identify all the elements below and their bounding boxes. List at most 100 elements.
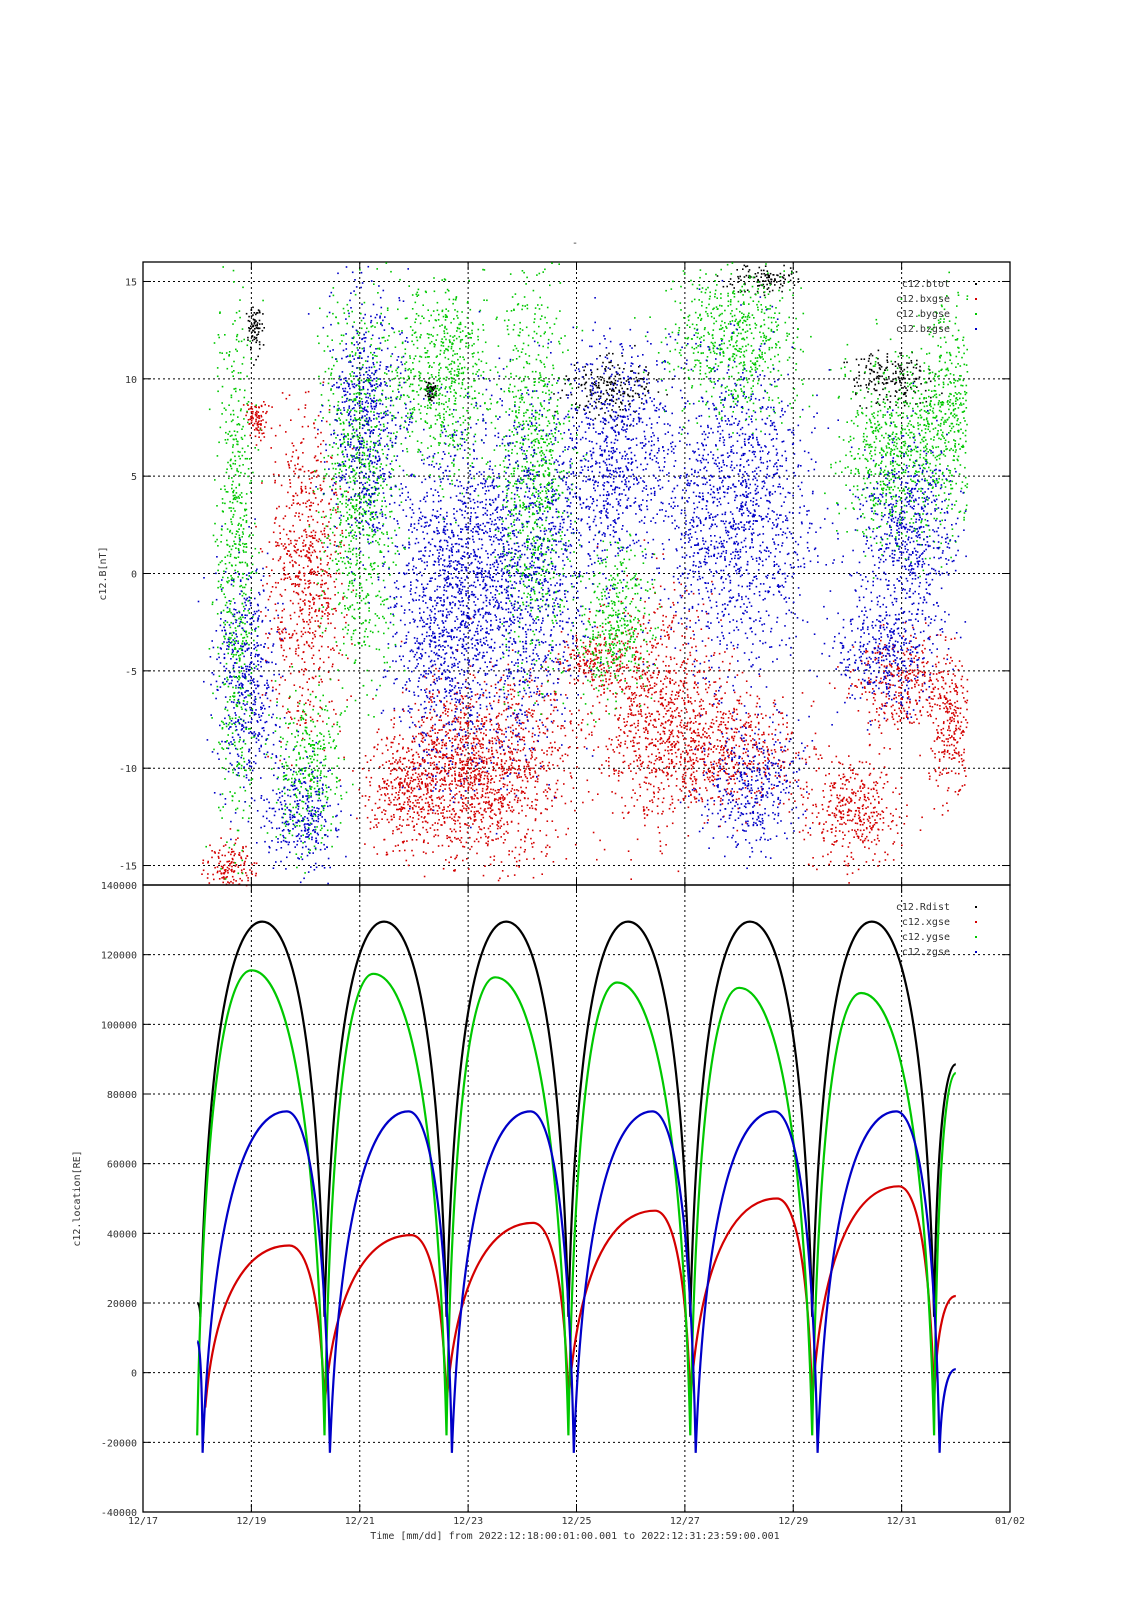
data-point bbox=[407, 747, 410, 750]
data-point bbox=[723, 747, 725, 750]
data-point bbox=[438, 790, 440, 793]
data-point bbox=[763, 733, 765, 736]
data-point bbox=[737, 281, 739, 283]
data-point bbox=[476, 719, 478, 721]
data-point bbox=[293, 629, 296, 632]
data-point bbox=[601, 376, 604, 379]
data-point bbox=[523, 739, 525, 742]
data-point bbox=[711, 593, 713, 595]
data-point bbox=[573, 654, 576, 656]
data-point bbox=[613, 390, 615, 392]
data-point bbox=[695, 801, 698, 803]
data-point bbox=[524, 840, 526, 843]
data-point bbox=[423, 808, 425, 811]
data-point bbox=[467, 735, 470, 737]
data-point bbox=[693, 731, 696, 733]
data-point bbox=[504, 762, 506, 765]
data-point bbox=[629, 646, 631, 648]
data-point bbox=[620, 741, 622, 744]
data-point bbox=[492, 788, 495, 791]
data-point bbox=[708, 703, 711, 705]
data-point bbox=[477, 738, 479, 740]
data-point bbox=[480, 836, 482, 839]
data-point bbox=[599, 395, 602, 398]
data-point bbox=[472, 753, 475, 756]
data-point bbox=[358, 788, 360, 791]
data-point bbox=[758, 266, 761, 269]
data-point bbox=[500, 759, 503, 761]
data-point bbox=[218, 862, 220, 865]
data-point bbox=[323, 516, 326, 519]
data-point bbox=[497, 757, 499, 759]
data-point bbox=[495, 749, 498, 752]
data-point bbox=[287, 538, 290, 540]
data-point bbox=[392, 832, 394, 835]
data-point bbox=[886, 399, 889, 401]
data-point bbox=[536, 780, 539, 783]
data-point bbox=[296, 639, 299, 641]
data-point bbox=[432, 774, 434, 777]
data-point bbox=[270, 447, 272, 449]
data-point bbox=[433, 386, 435, 388]
data-point bbox=[603, 403, 606, 406]
data-point bbox=[632, 692, 635, 695]
data-point bbox=[469, 758, 472, 761]
data-point bbox=[614, 714, 616, 717]
data-point bbox=[518, 812, 520, 815]
data-point bbox=[662, 730, 665, 733]
data-point bbox=[639, 755, 642, 758]
data-point bbox=[422, 721, 425, 723]
data-point bbox=[582, 659, 585, 661]
data-point bbox=[488, 739, 491, 742]
data-point bbox=[258, 327, 261, 330]
data-point bbox=[281, 639, 284, 641]
data-point bbox=[689, 758, 692, 760]
data-point bbox=[488, 748, 490, 751]
data-point bbox=[711, 704, 714, 706]
data-point bbox=[521, 805, 523, 807]
data-point bbox=[483, 809, 486, 811]
data-point bbox=[627, 666, 630, 669]
data-point bbox=[377, 822, 380, 824]
data-point bbox=[607, 760, 610, 763]
data-point bbox=[626, 735, 629, 737]
data-point bbox=[314, 610, 317, 613]
data-point bbox=[298, 515, 300, 518]
data-point bbox=[250, 406, 253, 408]
data-point bbox=[785, 737, 788, 740]
data-point bbox=[722, 736, 724, 738]
data-point bbox=[689, 749, 691, 752]
data-point bbox=[485, 842, 487, 844]
data-point bbox=[638, 396, 641, 398]
data-point bbox=[451, 808, 454, 811]
data-point bbox=[328, 521, 330, 523]
data-point bbox=[756, 748, 758, 751]
data-point bbox=[515, 735, 518, 738]
data-point bbox=[547, 695, 550, 697]
data-point bbox=[731, 284, 734, 286]
data-point bbox=[783, 274, 785, 277]
data-point bbox=[605, 760, 607, 762]
data-point bbox=[217, 852, 220, 854]
data-point bbox=[643, 688, 645, 690]
data-point bbox=[427, 734, 430, 737]
data-point bbox=[424, 769, 427, 771]
data-point bbox=[313, 537, 316, 539]
data-point bbox=[659, 638, 662, 640]
data-point bbox=[640, 402, 643, 404]
data-point bbox=[222, 872, 225, 874]
data-point bbox=[658, 671, 660, 674]
data-point bbox=[683, 660, 685, 662]
data-point bbox=[510, 693, 513, 696]
data-point bbox=[433, 741, 435, 743]
data-point bbox=[631, 692, 633, 694]
data-point bbox=[876, 401, 879, 403]
data-point bbox=[295, 512, 297, 514]
data-point bbox=[332, 663, 334, 666]
data-point bbox=[625, 380, 628, 382]
data-point bbox=[416, 776, 419, 779]
data-point bbox=[535, 804, 538, 806]
data-point bbox=[438, 772, 441, 775]
data-point bbox=[634, 750, 637, 752]
data-point bbox=[501, 773, 504, 776]
